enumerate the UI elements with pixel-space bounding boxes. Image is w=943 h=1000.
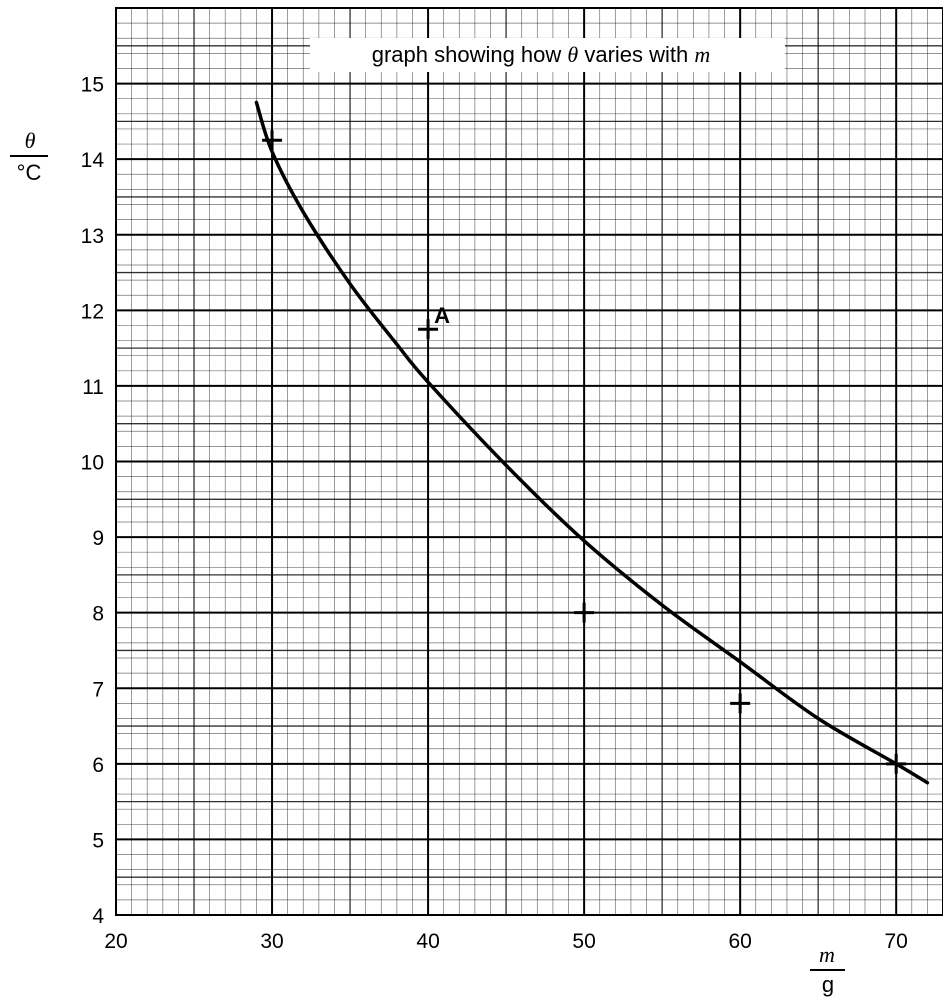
- chart-title-text: graph showing how θ varies with m: [372, 42, 711, 67]
- data-point-marker: [262, 130, 283, 151]
- x-axis-label: m g: [810, 942, 845, 997]
- title-prefix: graph showing how: [372, 42, 568, 67]
- x-tick-label: 60: [728, 930, 751, 953]
- y-tick-label: 14: [81, 149, 105, 172]
- data-point-marker: [886, 753, 907, 774]
- x-axis-label-denominator: g: [822, 972, 834, 997]
- y-tick-label: 4: [92, 905, 104, 928]
- point-annotations: A: [434, 303, 450, 328]
- x-tick-label: 50: [572, 930, 595, 953]
- y-tick-label: 10: [81, 452, 104, 475]
- data-point-marker: [730, 693, 751, 714]
- major-gridlines: [115, 7, 943, 916]
- y-tick-label: 5: [92, 829, 104, 852]
- title-middle: varies with: [578, 42, 694, 67]
- y-axis-label-denominator: °C: [17, 160, 42, 185]
- plot-frame: [115, 7, 943, 916]
- y-tick-label: 8: [92, 603, 104, 626]
- data-point-marker: [574, 602, 595, 623]
- x-tick-labels: 20 30 40 50 60 70: [104, 930, 908, 953]
- y-tick-label: 9: [92, 527, 104, 550]
- point-label-a: A: [434, 303, 450, 328]
- y-tick-labels: 4 5 6 7 8 9 10 11 12 13 14 15: [81, 74, 105, 928]
- title-theta: θ: [567, 42, 578, 67]
- x-tick-label: 30: [260, 930, 283, 953]
- data-points: [262, 130, 907, 774]
- title-m: m: [694, 42, 710, 67]
- x-tick-label: 70: [885, 930, 908, 953]
- y-tick-label: 11: [82, 376, 104, 399]
- y-tick-label: 7: [92, 678, 104, 701]
- y-tick-label: 12: [81, 300, 104, 323]
- chart-title-background: [310, 38, 785, 72]
- chart-title: graph showing how θ varies with m: [310, 38, 785, 72]
- x-tick-label: 40: [416, 930, 439, 953]
- y-tick-label: 15: [81, 74, 104, 97]
- y-tick-label: 6: [92, 754, 104, 777]
- x-tick-label: 20: [104, 930, 127, 953]
- best-fit-curve: [254, 100, 930, 785]
- y-tick-label: 13: [81, 225, 104, 248]
- y-axis-label-numerator: θ: [25, 128, 36, 153]
- x-axis-label-numerator: m: [819, 942, 835, 967]
- y-axis-label: θ °C: [10, 128, 48, 185]
- data-point-marker: [418, 319, 439, 340]
